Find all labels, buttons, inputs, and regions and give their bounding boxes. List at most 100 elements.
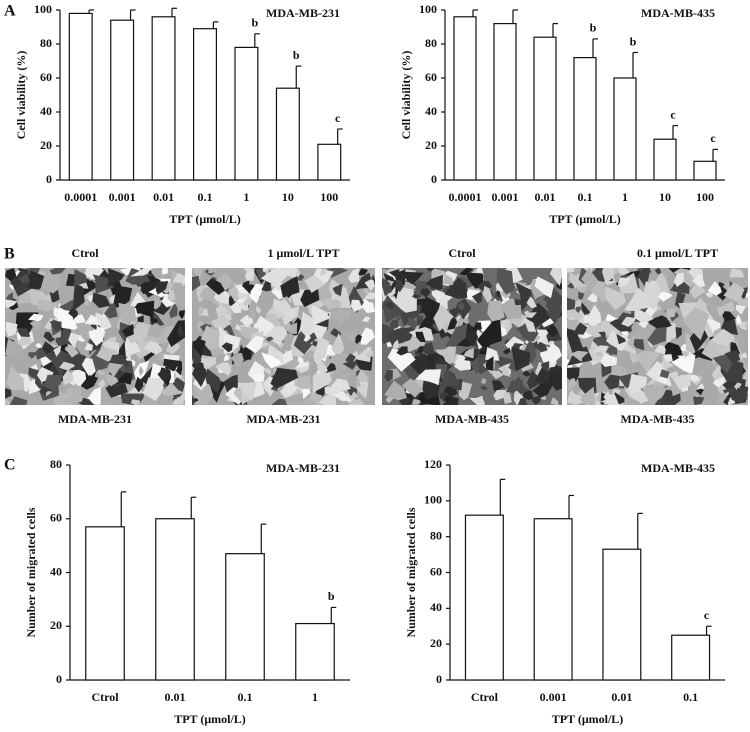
cell-texture [419, 288, 431, 298]
cell-texture [705, 290, 713, 298]
cell-texture [422, 380, 441, 400]
cell-texture [527, 312, 537, 319]
cell-texture [384, 301, 395, 310]
cell-texture [573, 322, 588, 335]
cell-texture [618, 268, 626, 271]
cell-texture [331, 378, 351, 394]
cell-texture [365, 350, 373, 358]
panel-label: A [4, 3, 16, 20]
cell-texture [382, 277, 393, 297]
x-tick-label: 1 [243, 190, 249, 204]
chart-title: MDA-MB-435 [641, 461, 715, 475]
cell-texture [221, 342, 233, 353]
cell-texture [415, 369, 442, 386]
bar [533, 518, 573, 681]
cell-texture [270, 367, 298, 389]
cell-texture [531, 395, 542, 405]
cell-texture [624, 287, 651, 312]
cell-texture [360, 327, 375, 350]
bar [193, 28, 217, 181]
micrograph-caption: MDA-MB-231 [58, 412, 132, 426]
cell-texture [515, 323, 530, 335]
cell-texture [304, 275, 325, 293]
cell-texture [282, 349, 294, 365]
cell-texture [348, 268, 360, 283]
y-axis-label: Cell viability (%) [399, 51, 413, 140]
cell-texture [413, 288, 421, 296]
cell-texture [445, 395, 450, 404]
y-tick-label: 60 [425, 70, 437, 84]
cell-texture [701, 338, 725, 361]
cell-texture [9, 284, 14, 291]
x-tick-label: 0.001 [492, 190, 519, 204]
cell-texture [458, 381, 473, 401]
cell-texture [352, 334, 362, 344]
cell-texture [92, 292, 111, 308]
cell-texture [567, 378, 577, 391]
cell-texture [415, 331, 426, 342]
cell-texture [707, 281, 722, 296]
cell-texture [138, 366, 144, 377]
cell-texture [264, 326, 288, 346]
cell-texture [230, 353, 244, 368]
cell-texture [688, 374, 700, 382]
cell-texture [169, 282, 185, 309]
y-tick-label: 100 [424, 493, 442, 507]
x-tick-label: 0.01 [153, 190, 174, 204]
cell-texture [150, 316, 158, 327]
bar [602, 548, 642, 681]
cell-texture [435, 341, 457, 366]
cell-texture [16, 345, 22, 351]
cell-texture [68, 332, 80, 349]
cell-texture [496, 268, 514, 295]
cell-texture [363, 292, 375, 300]
cell-texture [394, 286, 417, 313]
bar [453, 16, 477, 181]
cell-texture [445, 323, 468, 347]
cell-texture [482, 285, 493, 304]
cell-texture [600, 352, 618, 367]
cell-texture [201, 308, 209, 317]
cell-texture [587, 292, 598, 303]
cell-texture [312, 370, 332, 394]
micrograph-caption: MDA-MB-231 [247, 412, 321, 426]
cell-texture [662, 354, 673, 362]
cell-texture [162, 282, 174, 294]
cell-texture [442, 396, 459, 405]
cell-texture [126, 321, 151, 344]
x-tick-label: 0.01 [611, 690, 632, 704]
x-tick-label: 0.0001 [64, 190, 97, 204]
cell-texture [169, 303, 178, 319]
cell-texture [473, 322, 482, 331]
cell-texture [198, 287, 214, 301]
cell-texture [29, 320, 42, 330]
cell-texture [6, 365, 25, 391]
cell-texture [5, 399, 11, 405]
cell-texture [431, 290, 443, 302]
cell-texture [361, 316, 371, 322]
cell-texture [332, 283, 343, 297]
cell-texture [252, 373, 265, 382]
cell-texture [243, 268, 254, 272]
cell-texture [177, 324, 185, 338]
cell-texture [161, 382, 185, 397]
cell-texture [87, 295, 95, 303]
cell-texture [66, 343, 79, 358]
x-tick-label: 100 [696, 190, 714, 204]
cell-texture [223, 354, 230, 362]
y-axis-label: Number of migrated cells [404, 507, 418, 637]
cell-texture [508, 360, 516, 371]
cell-texture [74, 269, 88, 287]
cell-texture [157, 368, 172, 383]
cell-texture [540, 361, 550, 371]
cell-texture [68, 307, 78, 318]
cell-texture [348, 399, 365, 405]
cell-texture [690, 279, 707, 299]
cell-texture [693, 396, 705, 405]
cell-texture [354, 380, 361, 387]
significance-label: c [335, 111, 341, 125]
y-tick-label: 20 [425, 138, 437, 152]
cell-texture [711, 328, 735, 348]
cell-texture [88, 327, 105, 347]
cell-texture [29, 270, 46, 290]
